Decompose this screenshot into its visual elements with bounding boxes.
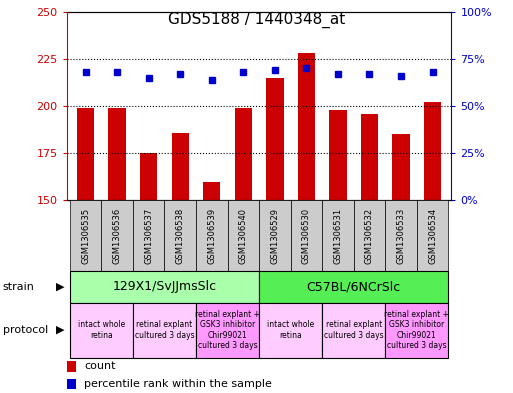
Bar [133,303,196,358]
Text: retinal explant
cultured 3 days: retinal explant cultured 3 days [134,320,194,340]
Bar [298,53,315,200]
Text: strain: strain [3,282,34,292]
Text: percentile rank within the sample: percentile rank within the sample [84,379,272,389]
Bar [70,271,259,303]
Bar [392,134,410,200]
Bar [108,108,126,200]
Bar [259,303,322,358]
Bar [67,361,76,372]
Text: protocol: protocol [3,325,48,335]
Bar [70,303,133,358]
Bar [290,200,322,271]
Bar [77,108,94,200]
Text: retinal explant +
GSK3 inhibitor
Chir99021
cultured 3 days: retinal explant + GSK3 inhibitor Chir990… [384,310,449,350]
Text: intact whole
retina: intact whole retina [267,320,314,340]
Bar [259,271,448,303]
Bar [140,153,157,200]
Text: GSM1306540: GSM1306540 [239,208,248,264]
Text: GSM1306530: GSM1306530 [302,208,311,264]
Text: ▶: ▶ [56,325,65,335]
Text: retinal explant +
GSK3 inhibitor
Chir99021
cultured 3 days: retinal explant + GSK3 inhibitor Chir990… [195,310,260,350]
Text: GSM1306529: GSM1306529 [270,208,280,264]
Text: count: count [84,362,115,371]
Bar [329,110,347,200]
Text: C57BL/6NCrSlc: C57BL/6NCrSlc [307,280,401,294]
Bar [67,379,76,389]
Bar [234,108,252,200]
Bar [196,303,259,358]
Text: intact whole
retina: intact whole retina [78,320,125,340]
Text: ▶: ▶ [56,282,65,292]
Bar [385,200,417,271]
Text: GSM1306536: GSM1306536 [113,208,122,264]
Bar [70,200,102,271]
Bar [322,303,385,358]
Bar [353,200,385,271]
Text: GSM1306533: GSM1306533 [397,208,405,264]
Bar [203,182,221,200]
Text: GSM1306539: GSM1306539 [207,208,216,264]
Bar [165,200,196,271]
Text: GSM1306532: GSM1306532 [365,208,374,264]
Bar [385,303,448,358]
Text: GSM1306535: GSM1306535 [81,208,90,264]
Text: retinal explant
cultured 3 days: retinal explant cultured 3 days [324,320,384,340]
Bar [171,132,189,200]
Text: GSM1306538: GSM1306538 [176,208,185,264]
Bar [102,200,133,271]
Bar [361,114,378,200]
Bar [322,200,353,271]
Text: GSM1306537: GSM1306537 [144,208,153,264]
Text: 129X1/SvJJmsSlc: 129X1/SvJJmsSlc [112,280,216,294]
Bar [259,200,290,271]
Text: GSM1306534: GSM1306534 [428,208,437,264]
Bar [228,200,259,271]
Text: GDS5188 / 1440348_at: GDS5188 / 1440348_at [168,12,345,28]
Text: GSM1306531: GSM1306531 [333,208,342,264]
Bar [424,102,441,200]
Bar [417,200,448,271]
Bar [266,78,284,200]
Bar [196,200,228,271]
Bar [133,200,165,271]
